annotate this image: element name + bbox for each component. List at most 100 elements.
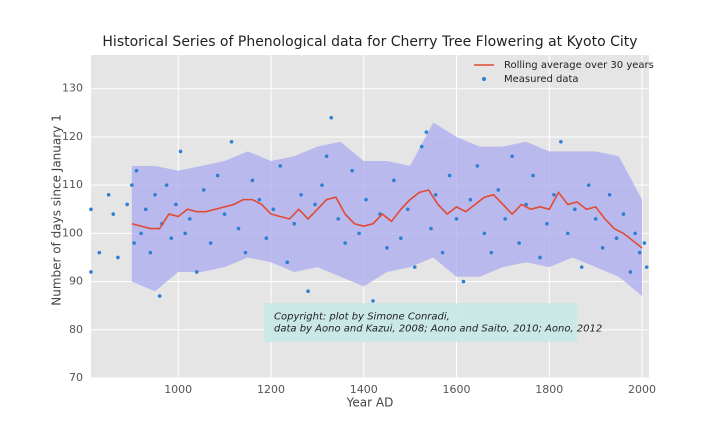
legend-swatch [482, 77, 486, 81]
annotation-text: data by Aono and Kazui, 2008; Aono and S… [274, 323, 602, 334]
data-point [593, 217, 598, 221]
data-point [313, 202, 317, 207]
data-point [299, 193, 303, 197]
data-point [187, 217, 192, 221]
data-point [250, 178, 255, 183]
annotation-box [264, 303, 578, 342]
data-point [236, 226, 241, 231]
data-point [364, 197, 368, 202]
data-point [503, 217, 508, 221]
data-point [183, 231, 187, 236]
data-point [271, 207, 276, 212]
data-point [143, 207, 148, 212]
data-point [215, 173, 220, 178]
data-point [429, 226, 433, 231]
data-point [106, 193, 111, 197]
data-point [600, 246, 605, 250]
data-point [292, 221, 296, 226]
data-point [440, 250, 445, 255]
data-point [134, 168, 139, 173]
data-point [496, 188, 501, 192]
data-point [208, 241, 213, 245]
data-point [89, 207, 93, 212]
y-tick-label: 110 [62, 178, 83, 191]
x-tick-label: 1400 [350, 383, 378, 396]
data-point [454, 217, 459, 221]
legend-label: Rolling average over 30 years [504, 60, 654, 71]
y-axis-label: Number of days since January 1 [50, 114, 64, 305]
data-point [642, 241, 647, 245]
data-point [116, 255, 120, 260]
y-tick-label: 120 [62, 130, 83, 143]
data-point [264, 236, 269, 240]
annotation-text: Copyright: plot by Simone Conradi, [274, 311, 450, 322]
data-point [531, 173, 535, 178]
x-tick-label: 1000 [164, 383, 192, 396]
data-point [153, 193, 157, 197]
data-point [357, 231, 361, 236]
data-point [257, 197, 262, 202]
data-point [538, 255, 542, 260]
data-point [644, 265, 649, 269]
data-point [461, 279, 466, 284]
x-tick-label: 2000 [628, 383, 656, 396]
data-point [607, 193, 612, 197]
data-point [510, 154, 514, 159]
data-point [201, 188, 206, 192]
data-point [89, 270, 93, 274]
data-point [572, 207, 577, 212]
data-point [336, 217, 341, 221]
data-point [412, 265, 417, 269]
data-point [139, 231, 143, 236]
data-point [545, 221, 549, 226]
data-point [468, 197, 473, 202]
data-point [97, 250, 102, 255]
x-tick-label: 1200 [257, 383, 285, 396]
data-point [229, 139, 234, 144]
y-tick-label: 80 [69, 323, 83, 336]
y-tick-label: 130 [62, 82, 83, 95]
data-point [130, 183, 134, 187]
data-point [324, 154, 329, 159]
data-point [621, 212, 626, 216]
data-point [194, 270, 199, 274]
data-point [406, 207, 410, 212]
data-point [482, 231, 487, 236]
data-point [278, 164, 283, 168]
data-point [586, 183, 591, 187]
data-point [371, 299, 375, 303]
x-axis-label: Year AD [346, 396, 394, 410]
data-point [385, 246, 389, 250]
y-tick-label: 90 [69, 275, 83, 288]
data-point [424, 130, 429, 134]
data-point [174, 202, 178, 207]
data-point [343, 241, 347, 245]
data-point [222, 212, 227, 216]
data-point [447, 173, 452, 178]
data-point [614, 236, 619, 240]
data-point [350, 168, 354, 173]
data-point [148, 250, 153, 255]
data-point [579, 265, 584, 269]
data-point [392, 178, 396, 183]
data-point [399, 236, 403, 240]
data-point [243, 250, 248, 255]
y-tick-label: 70 [69, 371, 83, 384]
line [131, 189, 643, 249]
data-point [419, 144, 424, 149]
data-point [633, 231, 637, 236]
data-point [489, 250, 494, 255]
data-point [329, 115, 334, 120]
data-point [111, 212, 116, 216]
data-point [306, 289, 310, 294]
data-point [566, 231, 570, 236]
data-point [132, 241, 136, 245]
chart-title: Historical Series of Phenological data f… [102, 34, 637, 50]
data-point [524, 202, 528, 207]
data-point [285, 260, 290, 265]
y-tick-label: 100 [62, 226, 83, 239]
data-point [157, 294, 162, 298]
data-point [169, 236, 174, 240]
data-point [517, 241, 521, 245]
